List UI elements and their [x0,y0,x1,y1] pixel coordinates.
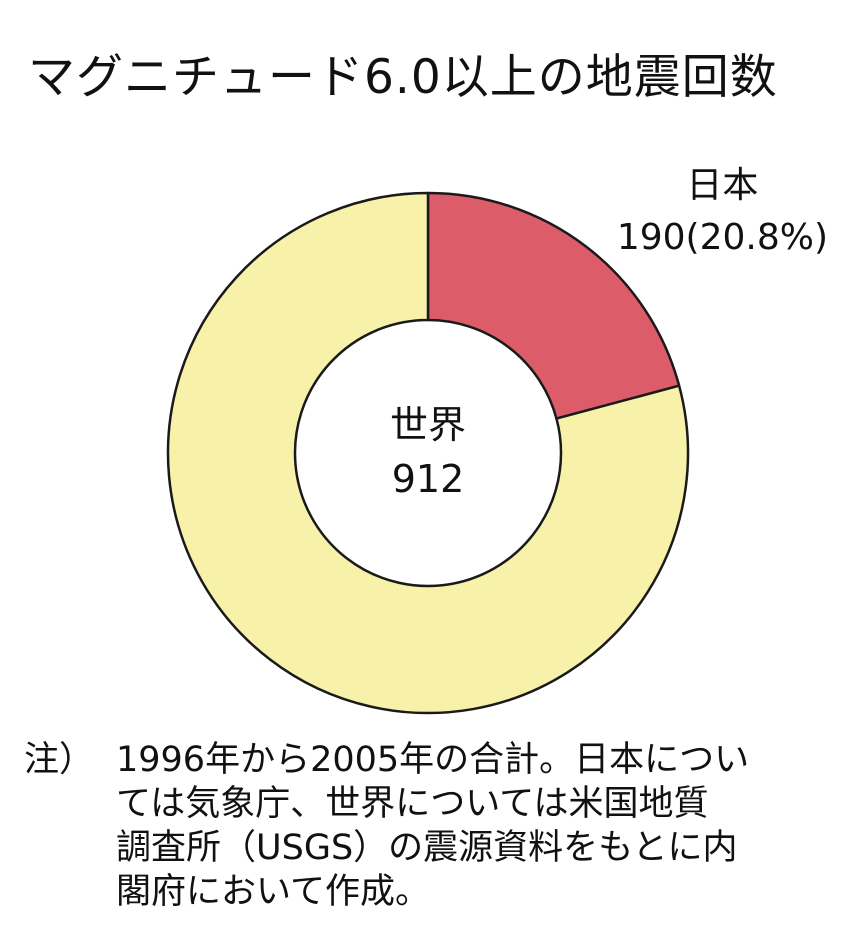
world-label: 世界 [389,403,466,447]
pie-slice-world-other [166,191,690,715]
japan-slice-label: 日本 190(20.8%) [617,160,828,264]
chart-title: マグニチュード6.0以上の地震回数 [28,50,778,105]
footnote-line: 閣府において作成。 [116,872,430,912]
footnote: 注） 1996年から2005年の合計。日本につい ては気象庁、世界については米国… [24,738,749,914]
footnote-line: 調査所（USGS）の震源資料をもとに内 [116,828,738,868]
footnote-line: 1996年から2005年の合計。日本につい [116,740,750,780]
footnote-prefix: 注） [24,740,95,780]
world-total: 912 [391,457,465,501]
pie-slice-japan [426,191,681,420]
footnote-line: ては気象庁、世界については米国地質 [116,784,709,824]
donut-center-label: 世界 912 [328,398,528,506]
japan-slice-name: 日本 [686,165,759,206]
japan-slice-value: 190(20.8%) [616,217,828,258]
